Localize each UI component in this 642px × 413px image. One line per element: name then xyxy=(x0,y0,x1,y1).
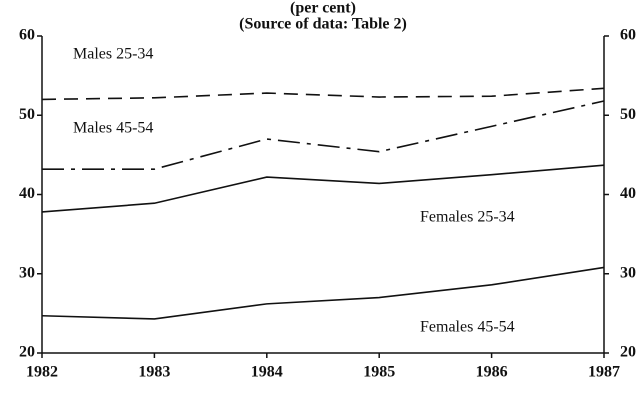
series-label: Males 45-54 xyxy=(73,120,153,137)
y2-tick-label: 50 xyxy=(620,106,636,123)
y2-tick-label: 60 xyxy=(620,27,636,44)
line-series xyxy=(42,100,605,170)
y-tick-label: 60 xyxy=(19,27,35,44)
chart-source: (Source of data: Table 2) xyxy=(239,16,407,33)
x-tick-label: 1984 xyxy=(251,364,283,381)
y-tick-label: 30 xyxy=(19,264,35,281)
y2-tick-label: 20 xyxy=(620,344,636,361)
x-tick-label: 1983 xyxy=(138,364,170,381)
y2-tick-label: 40 xyxy=(620,185,636,202)
series-label: Females 45-54 xyxy=(420,319,515,336)
y2-tick-label: 30 xyxy=(620,264,636,281)
x-tick-label: 1986 xyxy=(476,364,508,381)
y-tick-label: 40 xyxy=(19,185,35,202)
y-tick-label: 50 xyxy=(19,106,35,123)
line-series xyxy=(41,266,605,320)
chart-subtitle: (per cent) xyxy=(290,0,356,17)
x-tick-label: 1982 xyxy=(26,364,58,381)
y-tick-label: 20 xyxy=(19,344,35,361)
x-tick-label: 1985 xyxy=(363,364,395,381)
line-series xyxy=(41,87,605,101)
series-label: Females 25-34 xyxy=(420,209,515,226)
series-label: Males 25-34 xyxy=(73,46,153,63)
line-series xyxy=(41,164,605,213)
x-tick-label: 1987 xyxy=(588,364,620,381)
